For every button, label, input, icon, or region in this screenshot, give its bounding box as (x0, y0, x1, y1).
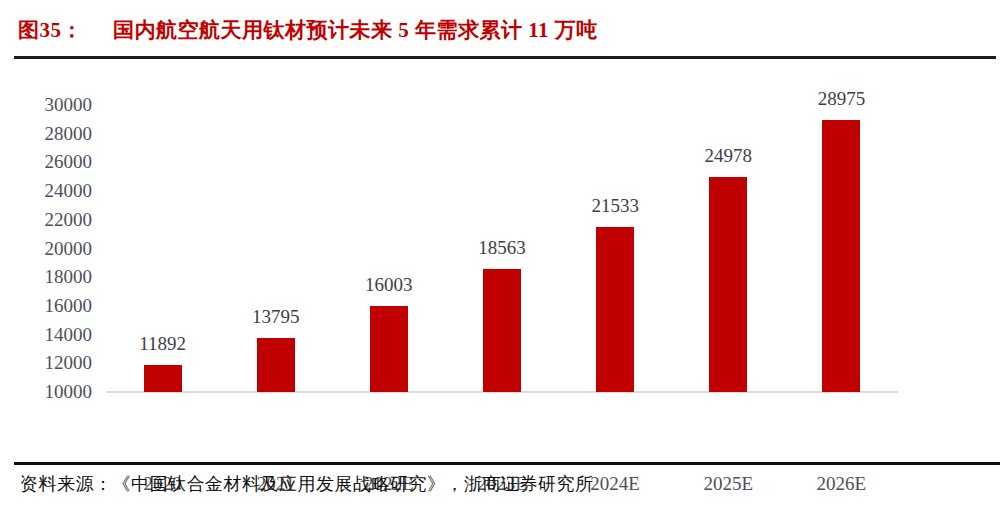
y-axis-tick-label: 26000 (20, 151, 92, 173)
title-divider-line (14, 56, 996, 59)
bar-2024E (596, 227, 634, 392)
figure-title: 国内航空航天用钛材预计未来 5 年需求累计 11 万吨 (113, 18, 598, 42)
bar-value-label: 13795 (221, 306, 331, 328)
y-axis-tick-label: 20000 (20, 238, 92, 260)
y-axis-tick-label: 18000 (20, 266, 92, 288)
y-axis-tick-label: 24000 (20, 180, 92, 202)
figure-number: 图35： (18, 18, 83, 42)
y-axis-tick-label: 30000 (20, 94, 92, 116)
y-axis-tick-label: 12000 (20, 352, 92, 374)
bar-2023E (483, 269, 521, 392)
y-axis-tick-label: 10000 (20, 381, 92, 403)
y-axis-tick-label: 28000 (20, 123, 92, 145)
x-axis-label: 2026E (786, 473, 896, 495)
x-axis-label: 2025E (673, 473, 783, 495)
bar-2025E (709, 177, 747, 392)
y-axis-tick-label: 14000 (20, 324, 92, 346)
figure-header: 图35： 国内航空航天用钛材预计未来 5 年需求累计 11 万吨 (18, 16, 598, 44)
bar-2021 (257, 338, 295, 392)
bar-value-label: 21533 (560, 195, 670, 217)
bar-2026E (822, 120, 860, 392)
source-text: 资料来源：《中国钛合金材料及应用发展战略研究》，浙商证券研究所 (20, 472, 594, 496)
bar-value-label: 24978 (673, 145, 783, 167)
bar-chart: 30000 28000 26000 24000 22000 20000 18000 16000… (0, 70, 1000, 440)
bar-value-label: 18563 (447, 237, 557, 259)
bar-value-label: 28975 (786, 88, 896, 110)
y-axis-tick-label: 16000 (20, 295, 92, 317)
bar-2020 (144, 365, 182, 392)
source-divider-line (14, 462, 1000, 465)
bar-value-label: 16003 (334, 274, 444, 296)
bar-value-label: 11892 (108, 333, 218, 355)
y-axis-tick-label: 22000 (20, 209, 92, 231)
bar-2022E (370, 306, 408, 392)
